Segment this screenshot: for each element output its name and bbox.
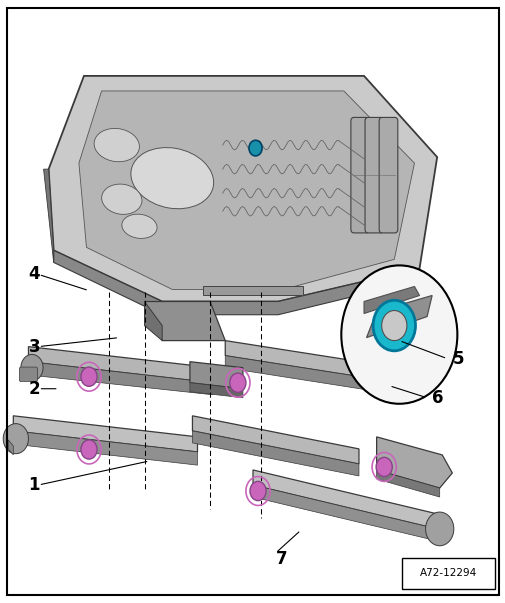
Circle shape (341, 265, 457, 404)
Circle shape (21, 355, 43, 381)
Polygon shape (8, 440, 13, 455)
Text: 3: 3 (28, 338, 40, 356)
FancyBboxPatch shape (401, 558, 494, 589)
Polygon shape (376, 470, 439, 497)
Polygon shape (225, 341, 378, 380)
Polygon shape (202, 286, 303, 295)
Circle shape (372, 300, 415, 351)
Circle shape (425, 512, 453, 546)
Text: 5: 5 (451, 350, 463, 368)
Polygon shape (366, 295, 431, 338)
Polygon shape (252, 470, 441, 530)
Polygon shape (361, 338, 403, 380)
Polygon shape (79, 91, 414, 289)
Polygon shape (192, 416, 358, 464)
Text: A72-12294: A72-12294 (419, 569, 476, 578)
Circle shape (249, 481, 266, 500)
FancyBboxPatch shape (364, 118, 383, 233)
Circle shape (248, 140, 262, 156)
Polygon shape (48, 76, 436, 302)
Polygon shape (13, 431, 197, 465)
FancyBboxPatch shape (378, 118, 397, 233)
Text: 1: 1 (28, 476, 40, 494)
Polygon shape (189, 383, 242, 398)
Ellipse shape (131, 148, 213, 209)
Polygon shape (189, 362, 242, 389)
Circle shape (229, 373, 245, 393)
Polygon shape (376, 437, 451, 488)
Circle shape (81, 440, 97, 459)
Polygon shape (13, 416, 197, 452)
Circle shape (81, 367, 97, 387)
Circle shape (381, 311, 406, 341)
Circle shape (3, 424, 28, 453)
Ellipse shape (102, 184, 142, 214)
Polygon shape (43, 169, 54, 262)
Ellipse shape (122, 214, 157, 238)
Polygon shape (144, 302, 225, 341)
Text: 7: 7 (275, 550, 287, 568)
Polygon shape (192, 431, 358, 476)
Polygon shape (252, 485, 441, 542)
Polygon shape (28, 362, 212, 395)
Text: 2: 2 (28, 380, 40, 398)
FancyBboxPatch shape (19, 367, 37, 382)
Text: 6: 6 (431, 389, 443, 407)
Ellipse shape (94, 128, 139, 162)
Polygon shape (363, 286, 419, 314)
Polygon shape (144, 302, 162, 341)
FancyBboxPatch shape (350, 118, 369, 233)
Polygon shape (225, 356, 378, 392)
Circle shape (375, 457, 391, 476)
Polygon shape (28, 347, 212, 383)
Text: 4: 4 (28, 265, 40, 283)
Polygon shape (54, 250, 419, 315)
